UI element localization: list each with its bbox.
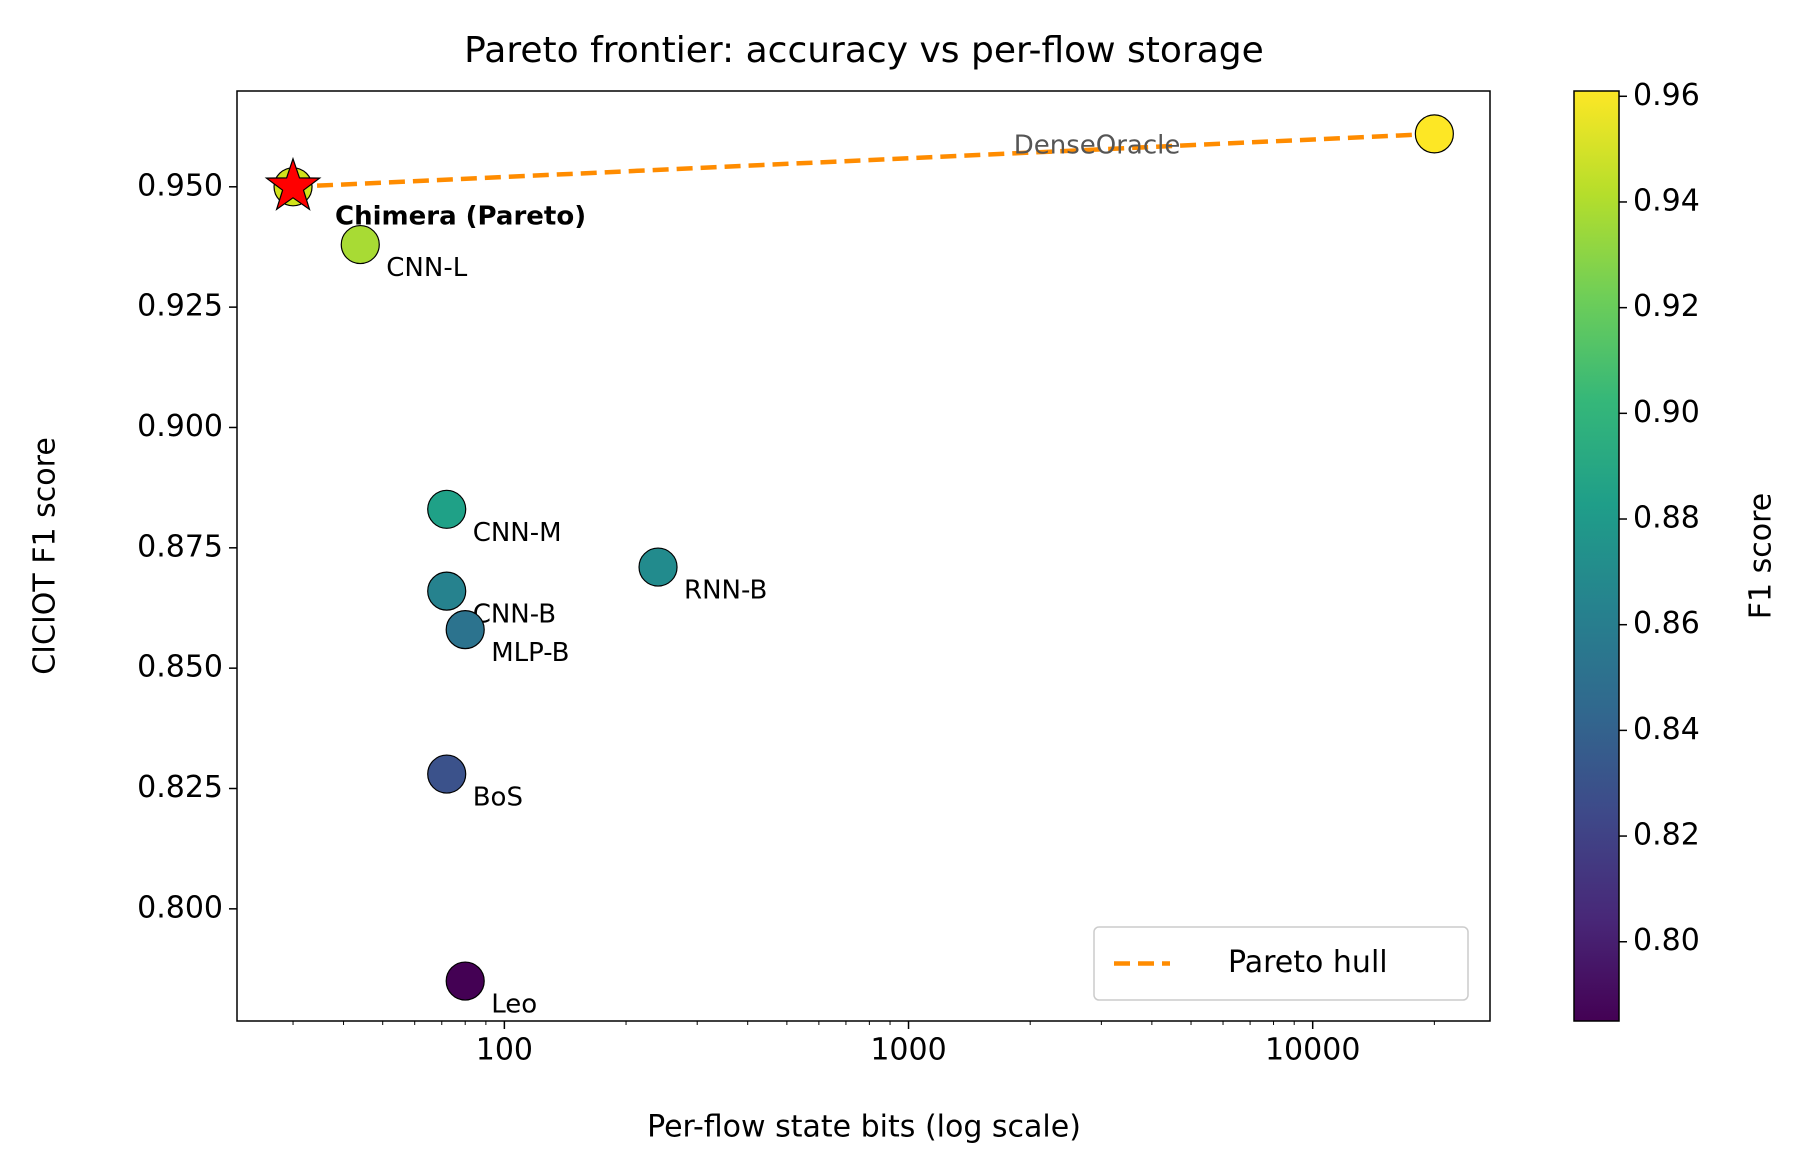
colorbar-tick-label: 0.94 xyxy=(1633,183,1700,218)
point-label: Chimera (Pareto) xyxy=(335,201,586,231)
colorbar-tick-label: 0.86 xyxy=(1633,606,1700,641)
point xyxy=(445,610,485,650)
colorbar-tick-label: 0.88 xyxy=(1633,501,1700,536)
pareto-hull xyxy=(292,131,1435,190)
point-label: RNN-B xyxy=(684,576,767,606)
colorbar xyxy=(1573,90,1620,1022)
y-tick-label: 0.800 xyxy=(137,890,223,925)
colorbar-tick-label: 0.84 xyxy=(1633,712,1700,747)
colorbar-label: F1 score xyxy=(1744,493,1779,620)
x-tick-label: 10000 xyxy=(1265,1033,1360,1068)
point-label: BoS xyxy=(473,783,523,813)
colorbar-tick-label: 0.80 xyxy=(1633,923,1700,958)
point xyxy=(427,754,467,794)
point xyxy=(445,961,485,1001)
chart-title: Pareto frontier: accuracy vs per-flow st… xyxy=(464,30,1264,71)
point xyxy=(340,224,380,265)
point-label: MLP-B xyxy=(491,638,569,668)
y-axis-label: CICIOT F1 score xyxy=(28,437,63,675)
point-label: DenseOracle xyxy=(1014,130,1181,160)
point xyxy=(638,547,678,587)
star-marker xyxy=(264,156,322,211)
y-tick-label: 0.925 xyxy=(137,289,223,324)
x-axis-label: Per-flow state bits (log scale) xyxy=(647,1110,1081,1145)
x-tick-label: 1000 xyxy=(870,1033,946,1068)
y-tick-label: 0.950 xyxy=(137,168,223,203)
colorbar-tick-label: 0.90 xyxy=(1633,395,1700,430)
y-tick-label: 0.825 xyxy=(137,770,223,805)
y-tick-label: 0.900 xyxy=(137,409,223,444)
legend-label: Pareto hull xyxy=(1228,945,1388,980)
colorbar-tick-label: 0.82 xyxy=(1633,818,1700,853)
point-label: Leo xyxy=(491,990,537,1020)
colorbar-tick-label: 0.96 xyxy=(1633,78,1700,113)
point xyxy=(1414,114,1454,154)
point xyxy=(427,571,467,611)
colorbar-tick-label: 0.92 xyxy=(1633,289,1700,324)
y-tick-label: 0.850 xyxy=(137,650,223,685)
point-label: CNN-B xyxy=(473,600,556,630)
point-label: CNN-M xyxy=(473,518,562,548)
x-tick-label: 100 xyxy=(476,1033,533,1068)
point-label: CNN-L xyxy=(386,253,467,283)
y-tick-label: 0.875 xyxy=(137,529,223,564)
plot-frame xyxy=(236,90,1491,1022)
point xyxy=(427,489,467,529)
legend-box xyxy=(1093,926,1469,1001)
